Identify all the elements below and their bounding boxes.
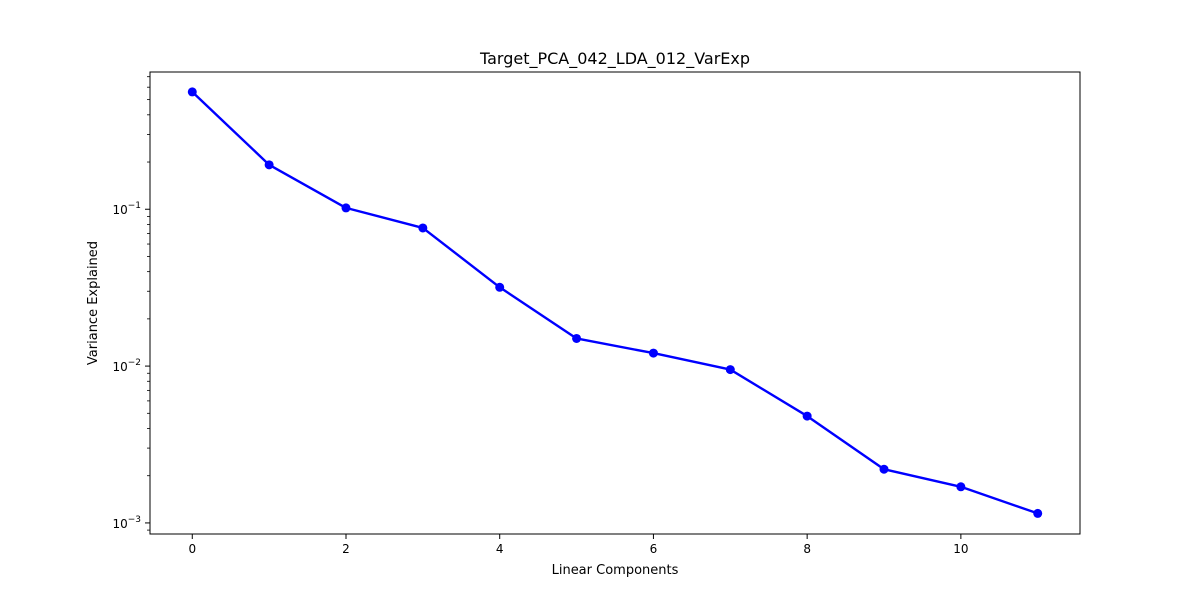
x-tick-label: 2: [342, 542, 350, 556]
data-point-marker: [725, 365, 735, 375]
x-tick-label: 8: [803, 542, 811, 556]
x-tick-label: 4: [496, 542, 504, 556]
y-axis-label: Variance Explained: [86, 241, 101, 365]
y-tick-exponent: −2: [128, 358, 141, 368]
y-tick-exponent: −1: [128, 201, 141, 211]
series-line: [191, 91, 1039, 515]
plot-frame: [149, 71, 1081, 535]
x-tick-label: 10: [953, 542, 968, 556]
x-axis-label: Linear Components: [552, 563, 679, 578]
y-tick-base: 10: [112, 203, 127, 217]
y-tick-base: 10: [112, 360, 127, 374]
data-point-marker: [495, 282, 505, 292]
y-tick-exponent: −3: [128, 515, 141, 525]
data-point-marker: [572, 333, 582, 343]
data-point-marker: [187, 87, 197, 97]
data-point-marker: [1033, 508, 1043, 518]
data-point-marker: [418, 223, 428, 233]
y-tick-label: 10−3: [112, 515, 141, 531]
data-point-marker: [802, 411, 812, 421]
data-point-marker: [264, 160, 274, 170]
data-point-marker: [879, 464, 889, 474]
data-point-marker: [341, 203, 351, 213]
chart-title: Target_PCA_042_LDA_012_VarExp: [479, 49, 750, 69]
y-tick-base: 10: [112, 517, 127, 531]
x-tick-label: 6: [650, 542, 658, 556]
y-tick-label: 10−1: [112, 201, 141, 217]
data-point-marker: [956, 482, 966, 492]
data-point-marker: [648, 348, 658, 358]
x-tick-label: 0: [188, 542, 196, 556]
y-tick-label: 10−2: [112, 358, 141, 374]
